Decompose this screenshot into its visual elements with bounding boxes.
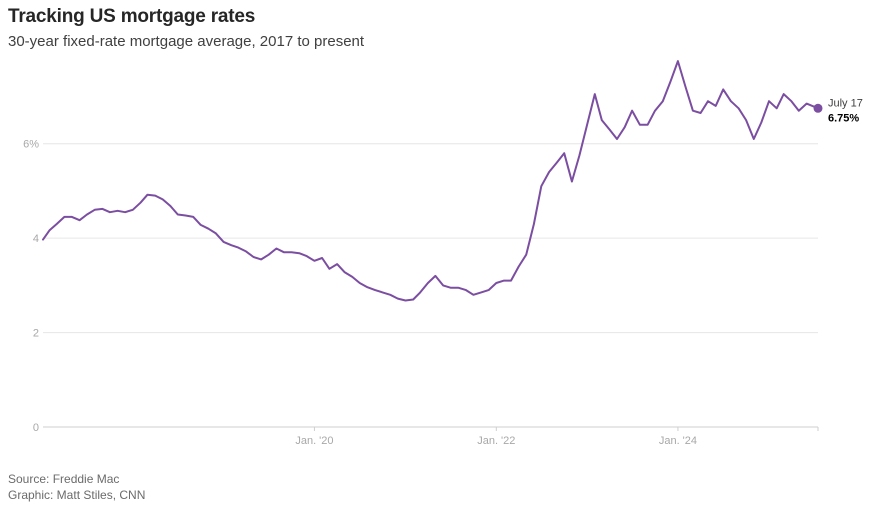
latest-point-marker [813, 103, 823, 113]
rate-series-line [42, 60, 819, 302]
chart-title: Tracking US mortgage rates [8, 6, 256, 27]
graphic-credit: Graphic: Matt Stiles, CNN [8, 488, 146, 502]
y-tick-label: 4 [33, 233, 39, 245]
y-tick-label: 6% [23, 139, 39, 151]
y-tick-label: 0 [33, 422, 39, 434]
y-tick-label: 2 [33, 328, 39, 340]
source-note: Source: Freddie Mac [8, 472, 120, 486]
latest-value-label: 6.75% [828, 112, 859, 124]
x-tick-label: Jan. '20 [295, 435, 333, 447]
latest-date-label: July 17 [828, 97, 863, 109]
chart-subtitle: 30-year fixed-rate mortgage average, 201… [8, 33, 365, 50]
x-tick-label: Jan. '24 [659, 435, 697, 447]
x-tick-label: Jan. '22 [477, 435, 515, 447]
